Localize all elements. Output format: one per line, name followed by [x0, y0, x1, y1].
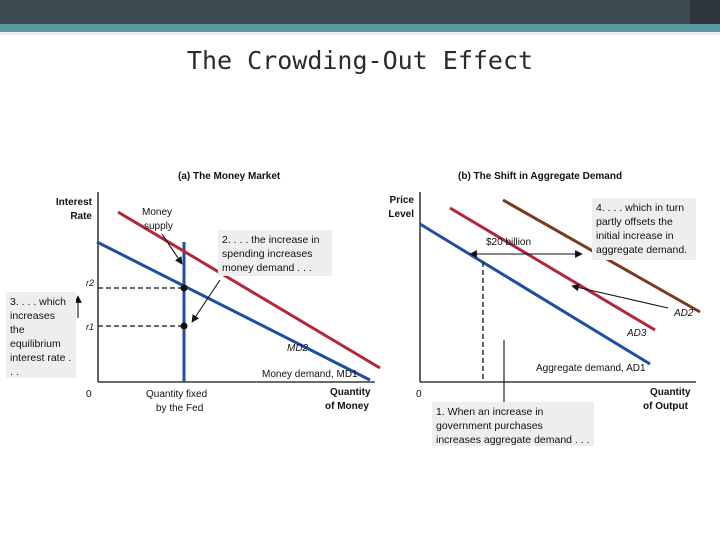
slide-accent-line: [0, 32, 720, 35]
ad3-label: AD3: [627, 328, 647, 339]
panel-b-origin: 0: [416, 389, 422, 400]
money-supply-label-2: supply: [144, 221, 173, 232]
panel-a-heading: (a) The Money Market: [178, 171, 281, 182]
md-shift-arrow: [191, 279, 221, 323]
note-interest-rate-increase: 3. . . . which increases the equilibrium…: [6, 292, 76, 378]
panel-a-y-label-2: Rate: [70, 211, 92, 222]
panel-b-x-label-1: Quantity: [650, 387, 691, 398]
offset-arrow: [571, 283, 669, 309]
supply-label-arrow: [161, 233, 183, 265]
panel-b-y-label-1: Price: [389, 195, 414, 206]
panel-b-y-label-2: Level: [388, 209, 414, 220]
note-money-demand-increase: 2. . . . the increase in spending increa…: [218, 230, 332, 276]
money-supply-label-1: Money: [142, 207, 173, 218]
md1-curve: [96, 240, 371, 382]
ad3-curve: [449, 206, 656, 332]
equilibrium-point-r1: [180, 322, 188, 330]
equilibrium-point-r2: [180, 284, 188, 292]
slide-accent-bar: [0, 24, 720, 32]
quantity-fixed-label-2: by the Fed: [156, 403, 204, 414]
slide-title: The Crowding-Out Effect: [186, 46, 534, 75]
panel-b-heading: (b) The Shift in Aggregate Demand: [458, 171, 623, 182]
panel-a-x-label-2: of Money: [325, 401, 369, 412]
ad2-label: AD2: [674, 308, 694, 319]
header-corner-block: [690, 0, 720, 24]
md1-label: Money demand, MD1: [262, 369, 358, 380]
md2-curve: [117, 210, 381, 370]
ad1-label: Aggregate demand, AD1: [536, 363, 646, 374]
md2-label: MD2: [287, 343, 309, 354]
note-partial-offset: 4. . . . which in turn partly offsets th…: [592, 198, 696, 260]
note-government-purchases: 1. When an increase in government purcha…: [432, 402, 594, 446]
panel-a-y-label-1: Interest: [55, 197, 92, 208]
ad1-curve: [419, 222, 651, 366]
r2-label: r2: [86, 278, 95, 288]
quantity-fixed-label-1: Quantity fixed: [146, 389, 208, 400]
panel-a-origin: 0: [86, 389, 92, 400]
panel-a-x-label-1: Quantity: [330, 387, 371, 398]
panel-b-x-label-2: of Output: [643, 401, 688, 412]
slide-header-bar: [0, 0, 720, 24]
shift-amount-label: $20 billion: [486, 237, 532, 248]
r1-label: r1: [86, 322, 95, 332]
